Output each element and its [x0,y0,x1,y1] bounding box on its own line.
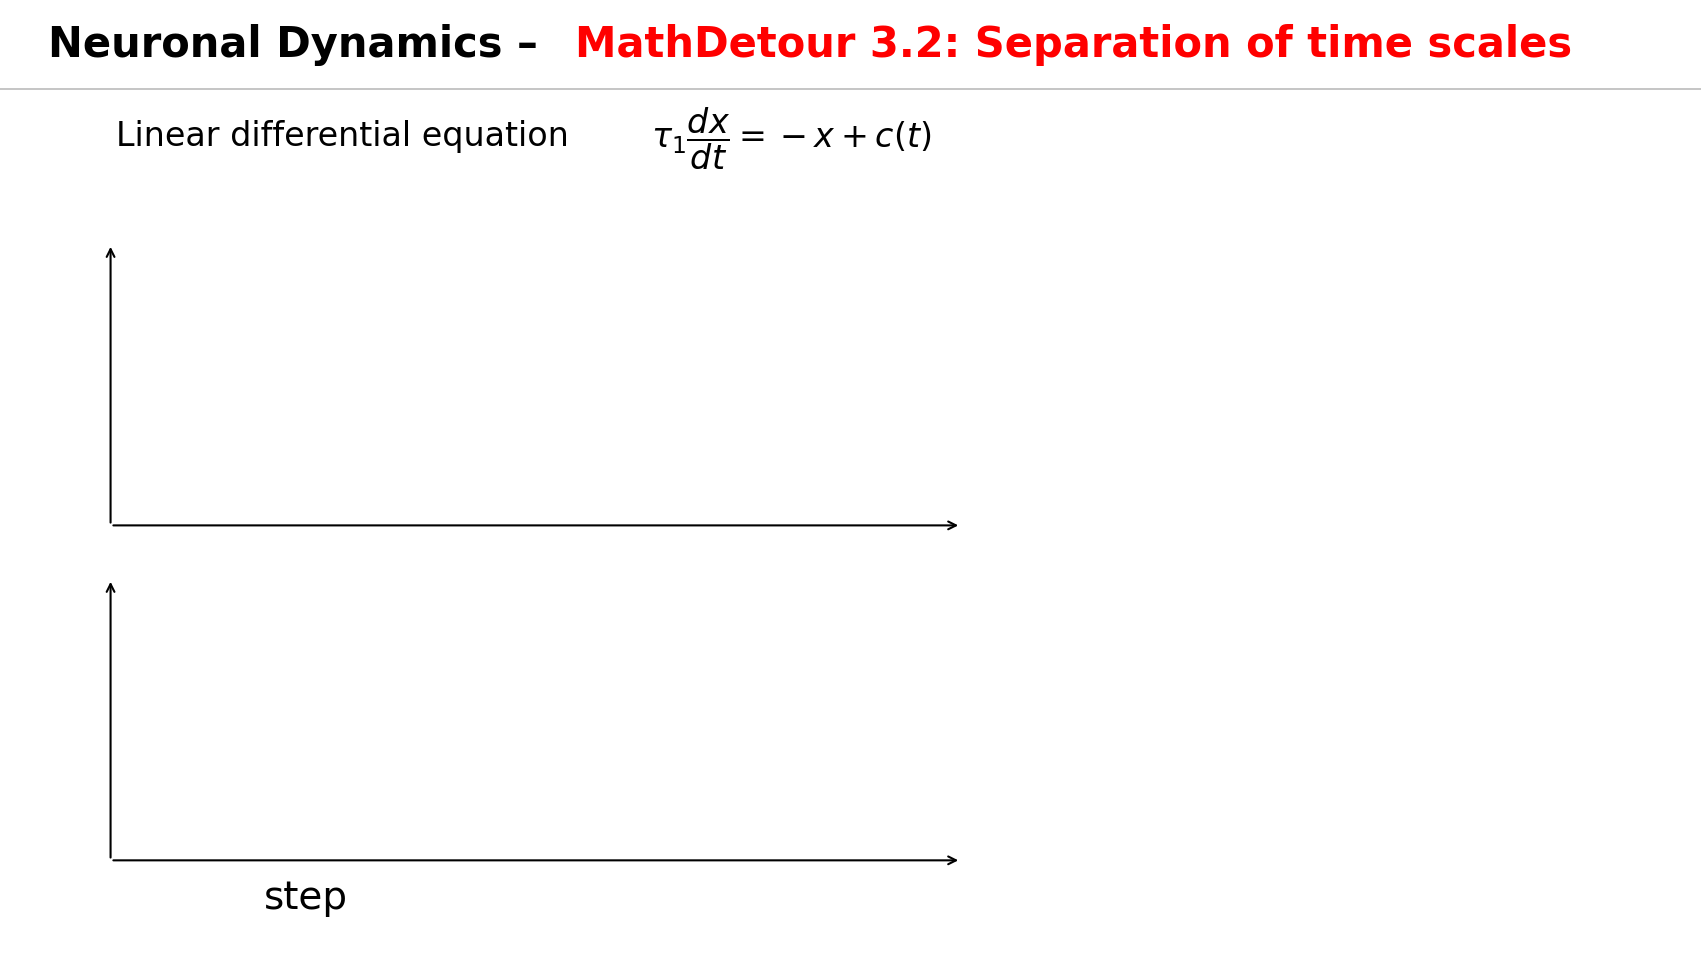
Text: Linear differential equation: Linear differential equation [116,120,568,152]
Text: MathDetour 3.2: Separation of time scales: MathDetour 3.2: Separation of time scale… [575,24,1572,66]
Text: Neuronal Dynamics –: Neuronal Dynamics – [48,24,553,66]
Text: step: step [264,879,347,917]
Text: $\tau_1 \dfrac{dx}{dt} = -x + c(t)$: $\tau_1 \dfrac{dx}{dt} = -x + c(t)$ [651,105,932,171]
